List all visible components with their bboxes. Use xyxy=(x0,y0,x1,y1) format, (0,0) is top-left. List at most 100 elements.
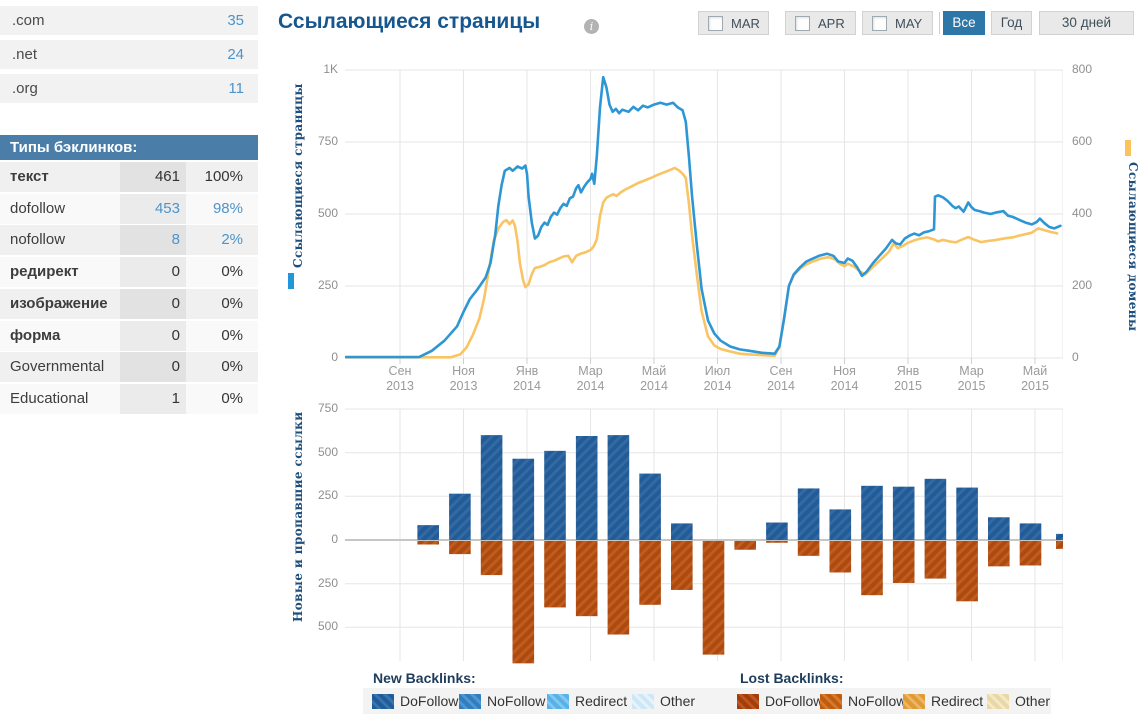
x-tick-year: 2013 xyxy=(449,379,478,393)
lost-bar-Ноя 2013 xyxy=(449,541,471,555)
checkbox-may[interactable] xyxy=(872,15,887,31)
legend-label: Redirect xyxy=(931,693,984,709)
count-column-band xyxy=(120,225,186,256)
lost-bar-Июл 2014 xyxy=(702,541,725,655)
legend-new-other[interactable]: Other xyxy=(632,693,695,709)
new-bar-Фев 2015 xyxy=(924,478,947,540)
backlink-type-label: изображение xyxy=(10,294,108,312)
legend-new-redirect[interactable]: Redirect xyxy=(547,693,627,709)
month-filter-label: MAR xyxy=(731,15,760,31)
backlink-types-header: Типы бэклинков: xyxy=(0,135,258,160)
lost-bar-Дек 2014 xyxy=(861,541,883,596)
backlink-type-count: 0 xyxy=(171,294,180,312)
new-backlinks-legend-title: New Backlinks: xyxy=(373,670,476,686)
month-filter-apr[interactable]: APR xyxy=(785,11,856,35)
tld-label: .com xyxy=(12,12,45,29)
page-title: Ссылающиеся страницы xyxy=(278,10,541,33)
range-30days-button[interactable]: 30 дней xyxy=(1039,11,1134,35)
lost-bar-Май 2014 xyxy=(639,541,661,605)
lost-bar-Авг 2014 xyxy=(734,541,756,550)
backlink-type-label: форма xyxy=(10,326,61,344)
lost-bar-Мар 2015 xyxy=(956,541,978,602)
backlink-type-percent: 0% xyxy=(221,389,243,407)
new-bar-Сен 2014 xyxy=(766,522,788,540)
backlink-type-row: Educational 1 0% xyxy=(0,383,258,414)
month-filter-label: APR xyxy=(818,15,845,31)
legend-lost-dofollow-swatch xyxy=(737,693,759,709)
bar-y-tick: 250 xyxy=(317,488,338,503)
backlink-type-label: редирект xyxy=(10,263,79,281)
legend-lost-dofollow[interactable]: DoFollow xyxy=(737,693,823,709)
x-tick-month: Сен xyxy=(769,364,793,378)
legend-new-nofollow[interactable]: NoFollow xyxy=(459,693,545,709)
tld-value: 11 xyxy=(228,80,244,97)
new-bar-Окт 2014 xyxy=(797,488,820,540)
lost-bar-Фев 2014 xyxy=(544,541,566,608)
lost-bar-Мар 2014 xyxy=(575,541,598,617)
pages-axis-marker xyxy=(288,273,294,289)
bar-y-tick: 0 xyxy=(331,532,338,546)
y-right-tick: 0 xyxy=(1072,350,1079,364)
x-tick-year: 2013 xyxy=(386,379,414,393)
left-axis-label: Ссылающиеся страницы xyxy=(291,83,305,268)
x-tick-month: Ноя xyxy=(833,364,856,378)
backlink-type-count: 0 xyxy=(171,263,180,281)
range-all-button[interactable]: Все xyxy=(943,11,985,35)
legend-lost-redirect-swatch xyxy=(903,693,925,709)
lost-bar-Июн 2015 xyxy=(1056,541,1063,549)
count-column-band xyxy=(120,193,186,224)
tld-label: .org xyxy=(12,80,38,97)
backlink-type-percent: 0% xyxy=(221,326,243,344)
range-year-button[interactable]: Год xyxy=(991,11,1032,35)
x-tick-month: Сен xyxy=(388,364,412,378)
info-icon[interactable]: i xyxy=(584,19,599,34)
x-tick-year: 2014 xyxy=(640,379,668,393)
y-right-tick: 400 xyxy=(1072,206,1093,220)
month-filter-may[interactable]: MAY xyxy=(862,11,933,35)
new-bar-Мар 2015 xyxy=(956,487,978,540)
new-bar-Апр 2015 xyxy=(988,517,1010,540)
tld-row: .org 11 xyxy=(0,74,258,103)
backlink-type-row: dofollow 453 98% xyxy=(0,193,258,224)
new-bar-Апр 2014 xyxy=(607,435,630,540)
lost-bar-Май 2015 xyxy=(1019,541,1042,566)
legend-lost-redirect[interactable]: Redirect xyxy=(903,693,983,709)
backlink-type-label: Educational xyxy=(10,389,89,407)
new-bar-Июн 2015 xyxy=(1056,533,1063,540)
legend-new-dofollow[interactable]: DoFollow xyxy=(372,693,458,709)
month-filter-mar[interactable]: MAR xyxy=(698,11,769,35)
legend-lost-nofollow-swatch xyxy=(820,693,842,709)
lost-bar-Янв 2015 xyxy=(892,541,915,583)
tld-value: 35 xyxy=(227,12,244,29)
new-lost-links-chart[interactable] xyxy=(345,403,1063,670)
x-tick-month: Май xyxy=(641,364,667,378)
checkbox-mar[interactable] xyxy=(708,15,723,31)
count-column-band xyxy=(120,352,186,383)
backlink-type-percent: 0% xyxy=(221,294,243,312)
backlink-type-label: dofollow xyxy=(10,199,66,217)
tld-value: 24 xyxy=(227,46,244,63)
referring-pages-chart[interactable] xyxy=(345,62,1063,365)
x-tick-year: 2014 xyxy=(513,379,541,393)
lost-bar-Дек 2013 xyxy=(480,541,503,576)
bar-axis-label: Новые и пропавшие ссылки xyxy=(291,411,305,622)
checkbox-apr[interactable] xyxy=(795,15,810,31)
new-bar-Ноя 2014 xyxy=(829,509,852,540)
legend-lost-other[interactable]: Other xyxy=(987,693,1050,709)
backlink-type-label: Governmental xyxy=(10,358,105,376)
backlink-type-row: Governmental 0 0% xyxy=(0,352,258,383)
x-tick-year: 2015 xyxy=(1021,379,1049,393)
x-tick-year: 2014 xyxy=(830,379,859,393)
legend-label: Other xyxy=(1015,693,1051,709)
y-left-tick: 0 xyxy=(331,350,338,364)
backlink-type-label: текст xyxy=(10,168,49,185)
count-column-band xyxy=(120,257,186,288)
new-bar-Янв 2015 xyxy=(892,486,915,540)
new-bar-Дек 2014 xyxy=(861,485,883,540)
backlink-type-label: nofollow xyxy=(10,231,66,249)
x-tick-year: 2014 xyxy=(703,379,732,393)
backlink-type-percent: 98% xyxy=(212,199,243,217)
legend-new-redirect-swatch xyxy=(547,693,569,709)
lost-bar-Фев 2015 xyxy=(924,541,947,579)
legend-lost-nofollow[interactable]: NoFollow xyxy=(820,693,906,709)
